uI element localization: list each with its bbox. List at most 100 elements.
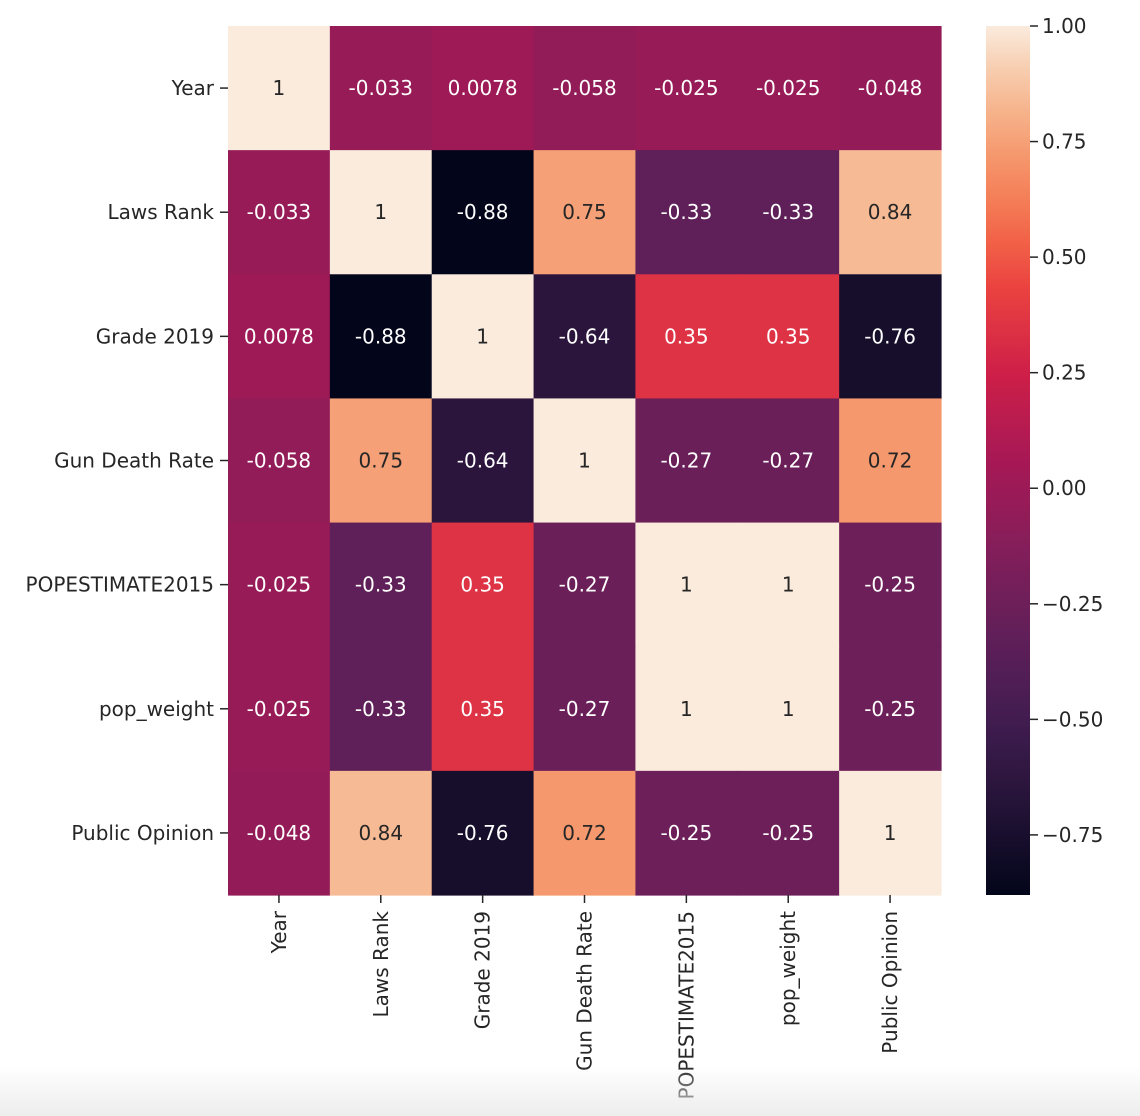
heatmap-cell-r1-c4 — [635, 150, 738, 275]
heatmap-cell-r2-c3 — [533, 274, 637, 400]
colorbar-bar — [986, 26, 1030, 895]
x-tick-label-0: Year — [267, 910, 291, 954]
heatmap-cell-r4-c5 — [737, 522, 840, 648]
x-axis-labels: Year Laws Rank Grade 2019 Gun Death Rate POP… — [267, 895, 902, 1099]
heatmap-cell-r0-c6 — [839, 26, 942, 151]
heatmap-cell-r2-c5 — [737, 274, 840, 400]
cell-annotation-r2-c0: 0.0078 — [244, 324, 314, 348]
heatmap-cell-r1-c2 — [431, 150, 535, 275]
cell-annotation-r1-c2: -0.88 — [457, 200, 509, 224]
heatmap-cell-r4-c6 — [839, 522, 942, 648]
heatmap-cell-r2-c6 — [839, 274, 942, 400]
cell-annotation-r2-c6: -0.76 — [864, 324, 916, 348]
cell-annotation-r3-c4: -0.27 — [660, 449, 712, 473]
cell-annotation-r0-c0: 1 — [273, 76, 286, 100]
y-tick-label-1: Laws Rank — [107, 200, 214, 224]
colorbar-tick-label-4: 0.00 — [1042, 476, 1087, 500]
cell-annotation-r6-c0: -0.048 — [247, 821, 311, 845]
cell-annotation-r6-c4: -0.25 — [660, 821, 712, 845]
cell-annotation-r3-c3: 1 — [578, 449, 591, 473]
cell-annotation-r0-c6: -0.048 — [858, 76, 922, 100]
heatmap-cell-r5-c3 — [533, 646, 637, 772]
cell-annotation-r2-c4: 0.35 — [664, 324, 709, 348]
heatmap-cell-r0-c2 — [431, 26, 535, 151]
cell-annotation-r1-c3: 0.75 — [562, 200, 607, 224]
colorbar-tick-label-7: −0.75 — [1042, 823, 1103, 847]
cell-annotation-r1-c0: -0.033 — [247, 200, 311, 224]
heatmap-cell-r3-c0 — [228, 398, 331, 524]
cell-annotation-r2-c2: 1 — [476, 324, 489, 348]
cell-annotation-r5-c0: -0.025 — [247, 697, 311, 721]
cell-annotation-r0-c4: -0.025 — [654, 76, 718, 100]
heatmap-cell-r0-c3 — [533, 26, 637, 151]
y-tick-label-5: pop_weight — [99, 697, 214, 721]
colorbar-tick-label-5: −0.25 — [1042, 592, 1103, 616]
heatmap-cell-r2-c4 — [635, 274, 738, 400]
y-axis-labels: Year Laws Rank Grade 2019 Gun Death Rate POP… — [26, 76, 228, 845]
cell-annotation-r4-c3: -0.27 — [559, 573, 611, 597]
heatmap-cell-r6-c2 — [431, 770, 535, 896]
colorbar: 1.00 0.75 0.50 0.25 0.00 −0.25 −0.50 −0.75 — [986, 14, 1103, 895]
heatmap-cell-r0-c1 — [329, 26, 433, 151]
cell-annotation-r2-c5: 0.35 — [766, 324, 811, 348]
cell-annotation-r0-c2: 0.0078 — [448, 76, 518, 100]
cell-annotation-r3-c6: 0.72 — [868, 449, 913, 473]
x-tick-label-6: Public Opinion — [878, 911, 902, 1054]
cell-annotation-r6-c5: -0.25 — [762, 821, 814, 845]
heatmap-cell-r6-c4 — [635, 770, 738, 896]
heatmap-cell-r1-c6 — [839, 150, 942, 275]
heatmap-cell-r4-c0 — [228, 522, 331, 648]
heatmap-annotations: 1 -0.033 0.0078 -0.058 -0.025 -0.025 -0.048 -0.… — [244, 76, 922, 845]
x-tick-label-5: pop_weight — [776, 911, 800, 1026]
heatmap-cell-r4-c1 — [329, 522, 433, 648]
heatmap-cell-r6-c1 — [329, 770, 433, 896]
cell-annotation-r5-c3: -0.27 — [559, 697, 611, 721]
heatmap-cell-r3-c2 — [431, 398, 535, 524]
colorbar-tick-label-1: 0.75 — [1042, 130, 1087, 154]
x-tick-label-2: Grade 2019 — [471, 911, 495, 1029]
heatmap-cell-r3-c6 — [839, 398, 942, 524]
y-tick-label-3: Gun Death Rate — [54, 449, 214, 473]
heatmap-cell-r4-c2 — [431, 522, 535, 648]
cell-annotation-r0-c3: -0.058 — [552, 76, 616, 100]
heatmap-cell-r2-c2 — [431, 274, 535, 400]
cell-annotation-r0-c1: -0.033 — [349, 76, 413, 100]
heatmap-cell-r5-c6 — [839, 646, 942, 772]
colorbar-tick-label-0: 1.00 — [1042, 14, 1087, 38]
cell-annotation-r5-c4: 1 — [680, 697, 693, 721]
cell-annotation-r3-c5: -0.27 — [762, 449, 814, 473]
heatmap-cell-r1-c0 — [228, 150, 331, 275]
heatmap-cell-r6-c0 — [228, 770, 331, 896]
heatmap-cell-r2-c0 — [228, 274, 331, 400]
heatmap-cell-r5-c4 — [635, 646, 738, 772]
cell-annotation-r4-c5: 1 — [782, 573, 795, 597]
heatmap-cell-r4-c3 — [533, 522, 637, 648]
cell-annotation-r6-c6: 1 — [884, 821, 897, 845]
heatmap-cell-r1-c3 — [533, 150, 637, 275]
colorbar-tick-label-3: 0.25 — [1042, 361, 1087, 385]
heatmap-cell-r3-c1 — [329, 398, 433, 524]
y-tick-label-2: Grade 2019 — [96, 324, 214, 348]
cell-annotation-r2-c1: -0.88 — [355, 324, 407, 348]
cell-annotation-r1-c5: -0.33 — [762, 200, 814, 224]
heatmap-cell-r5-c0 — [228, 646, 331, 772]
heatmap-cell-r2-c1 — [329, 274, 433, 400]
colorbar-tick-label-6: −0.50 — [1042, 707, 1103, 731]
heatmap-cell-r1-c1 — [329, 150, 433, 275]
cell-annotation-r1-c1: 1 — [374, 200, 387, 224]
heatmap-cell-r5-c1 — [329, 646, 433, 772]
cell-annotation-r4-c0: -0.025 — [247, 573, 311, 597]
y-tick-label-4: POPESTIMATE2015 — [26, 573, 214, 597]
heatmap-cell-r0-c0 — [228, 26, 331, 151]
heatmap-cell-r3-c4 — [635, 398, 738, 524]
y-tick-label-6: Public Opinion — [71, 821, 214, 845]
cell-annotation-r4-c2: 0.35 — [460, 573, 505, 597]
heatmap-cell-r3-c3 — [533, 398, 637, 524]
y-tick-label-0: Year — [171, 76, 215, 100]
heatmap-cell-r6-c3 — [533, 770, 637, 896]
heatmap-cell-r1-c5 — [737, 150, 840, 275]
cell-annotation-r4-c1: -0.33 — [355, 573, 407, 597]
cell-annotation-r3-c0: -0.058 — [247, 449, 311, 473]
heatmap-cell-r3-c5 — [737, 398, 840, 524]
cell-annotation-r4-c6: -0.25 — [864, 573, 916, 597]
